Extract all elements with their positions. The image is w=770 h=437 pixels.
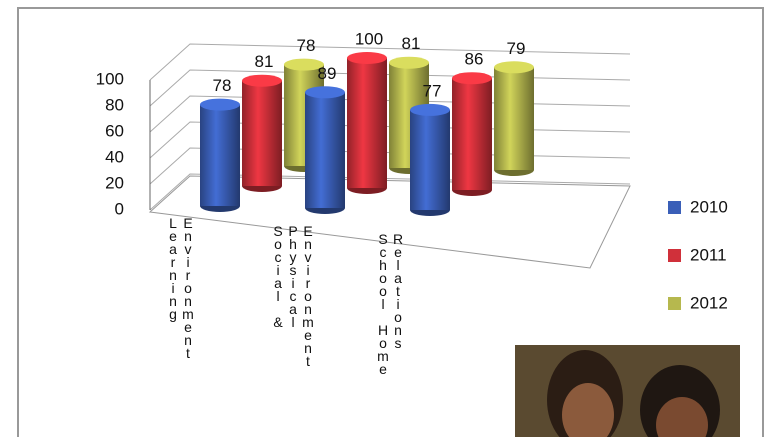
y-tick-label: 80 xyxy=(105,95,124,114)
grid-line xyxy=(149,43,631,81)
data-label: 79 xyxy=(507,39,526,58)
data-label: 86 xyxy=(465,50,484,69)
cylinder-top xyxy=(305,86,345,99)
bar xyxy=(494,67,534,170)
data-label: 78 xyxy=(213,76,232,95)
bar xyxy=(200,104,240,206)
legend-swatch xyxy=(668,201,681,214)
data-label: 78 xyxy=(297,36,316,55)
x-tick-label: Social & Physical Environment xyxy=(270,223,316,366)
cylinder-top xyxy=(452,72,492,85)
y-tick-label: 100 xyxy=(96,69,124,88)
data-label: 81 xyxy=(255,52,274,71)
x-tick-label: Learning Environment xyxy=(165,215,196,358)
legend-swatch xyxy=(668,249,681,262)
bar xyxy=(305,92,345,208)
cylinder-top xyxy=(347,52,387,64)
legend-label: 2010 xyxy=(690,197,728,216)
legend-label: 2012 xyxy=(690,293,728,312)
y-tick-label: 40 xyxy=(105,147,124,166)
bar xyxy=(347,58,387,188)
cylinder-top xyxy=(389,56,429,69)
legend-swatch xyxy=(668,297,681,310)
data-label: 100 xyxy=(355,29,383,48)
legend-label: 2011 xyxy=(690,245,727,264)
data-label: 81 xyxy=(402,34,421,53)
data-label: 77 xyxy=(423,81,442,100)
chart-frame xyxy=(17,7,764,437)
photo xyxy=(515,345,740,437)
bar xyxy=(242,80,282,186)
bar xyxy=(410,109,450,210)
cylinder-top xyxy=(284,58,324,71)
x-tick-label: School Home Relations xyxy=(375,231,406,374)
cylinder-top xyxy=(200,98,240,111)
cylinder-top xyxy=(410,103,450,116)
floor xyxy=(148,175,631,269)
y-tick-label: 20 xyxy=(105,173,124,192)
y-tick-label: 0 xyxy=(115,199,124,218)
y-tick-label: 60 xyxy=(105,121,124,140)
bar xyxy=(452,78,492,190)
cylinder-top xyxy=(242,74,282,87)
data-label: 89 xyxy=(318,64,337,83)
cylinder-top xyxy=(494,61,534,74)
